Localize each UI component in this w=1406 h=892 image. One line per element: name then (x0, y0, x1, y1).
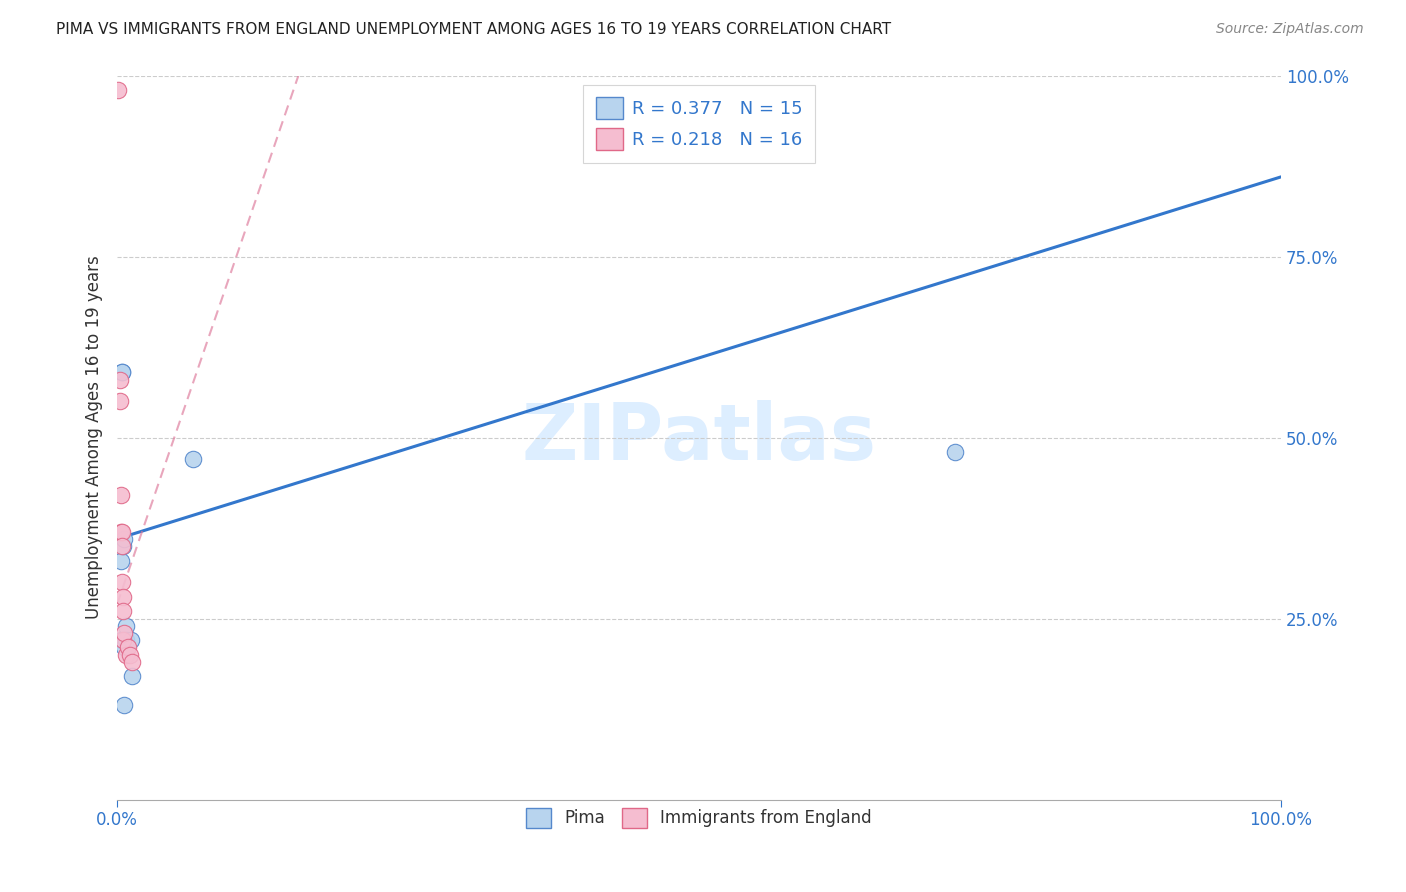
Point (115, 619, 138, 633)
Y-axis label: Unemployment Among Ages 16 to 19 years: Unemployment Among Ages 16 to 19 years (86, 256, 103, 619)
Text: ZIPatlas: ZIPatlas (522, 400, 876, 475)
Point (111, 590, 134, 604)
Point (111, 633, 134, 648)
Point (111, 365, 134, 379)
Point (110, 488, 132, 502)
Point (120, 633, 142, 648)
Point (121, 669, 143, 683)
Point (111, 365, 134, 379)
Point (117, 640, 139, 655)
Point (112, 640, 135, 655)
Point (111, 633, 134, 648)
Point (111, 539, 134, 553)
Point (943, 445, 966, 459)
Point (115, 633, 138, 648)
Point (110, 524, 132, 539)
Point (115, 648, 138, 662)
Point (110, 633, 132, 648)
Point (108, 373, 131, 387)
Text: PIMA VS IMMIGRANTS FROM ENGLAND UNEMPLOYMENT AMONG AGES 16 TO 19 YEARS CORRELATI: PIMA VS IMMIGRANTS FROM ENGLAND UNEMPLOY… (56, 22, 891, 37)
Point (110, 553, 132, 567)
Point (111, 524, 134, 539)
Point (111, 539, 134, 553)
Point (111, 604, 134, 618)
Legend: Pima, Immigrants from England: Pima, Immigrants from England (520, 801, 879, 835)
Point (107, 83, 129, 97)
Text: Source: ZipAtlas.com: Source: ZipAtlas.com (1216, 22, 1364, 37)
Point (112, 626, 135, 640)
Point (111, 575, 134, 590)
Point (118, 648, 141, 662)
Point (112, 532, 135, 546)
Point (108, 394, 131, 409)
Point (112, 698, 135, 713)
Point (121, 655, 143, 669)
Point (181, 452, 204, 467)
